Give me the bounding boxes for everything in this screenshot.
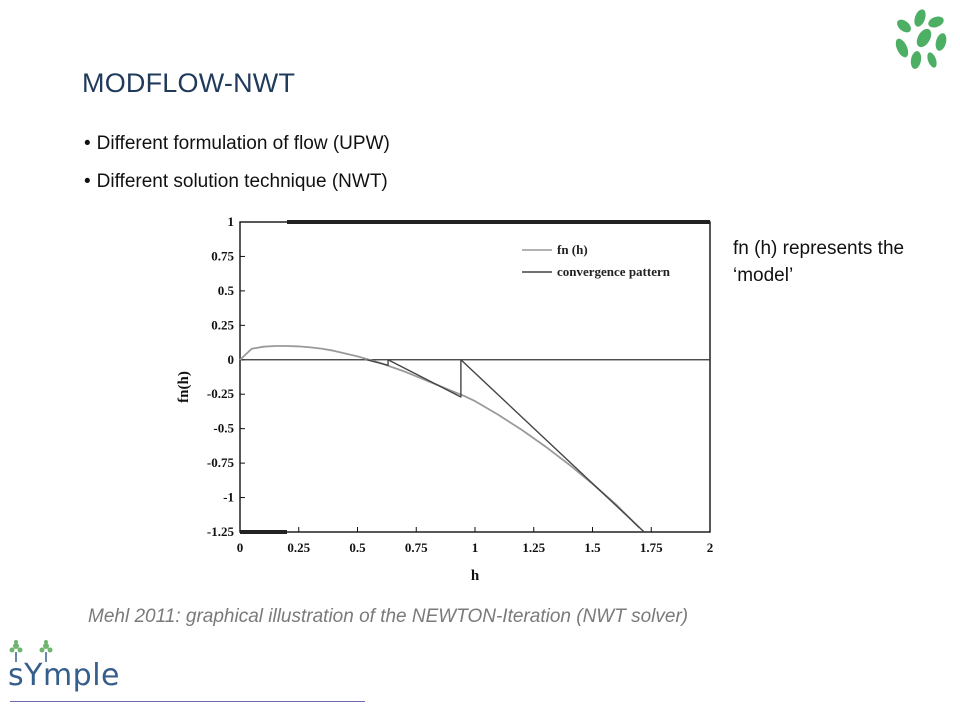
y-tick-label: 0.25 [211,317,234,332]
leaf-logo-icon [895,9,947,69]
bullet-text: Different formulation of flow (UPW) [96,133,390,154]
y-tick-label: 0.75 [211,248,234,263]
y-tick-label: -0.75 [207,455,235,470]
figure-caption: Mehl 2011: graphical illustration of the… [88,606,689,627]
y-tick-label: -1 [223,490,234,505]
legend-label: convergence pattern [557,264,671,279]
side-note: fn (h) represents the ‘model’ [733,238,905,286]
bullet-item: • Different formulation of flow (UPW) [84,128,390,166]
x-tick-label: 1 [472,540,479,555]
x-tick-label: 2 [707,540,714,555]
x-tick-label: 0.75 [405,540,428,555]
symple-logo-text: sYmple [8,658,121,693]
symple-tree-icon [9,640,53,662]
y-tick-label: 0 [228,352,235,367]
chart-legend: fn (h) convergence pattern [522,242,671,279]
convergence-pattern-line [366,359,645,533]
legend-label: fn (h) [557,242,588,257]
logo-underline [10,701,365,702]
x-tick-label: 1.25 [522,540,545,555]
y-tick-label: -1.25 [207,524,235,539]
x-tick-label: 0 [237,540,244,555]
y-tick-label: -0.5 [213,421,234,436]
bullet-list: • Different formulation of flow (UPW) • Di… [84,128,390,204]
bullet-item: • Different solution technique (NWT) [84,166,390,204]
y-tick-label: 0.5 [218,283,235,298]
bullet-dot-icon: • [84,171,91,192]
x-tick-label: 0.5 [349,540,366,555]
x-tick-label: 1.75 [640,540,663,555]
y-tick-label: 1 [228,214,235,229]
x-axis-label: h [471,568,480,584]
bullet-dot-icon: • [84,133,91,154]
newton-iteration-chart: 0 0.25 0.5 0.75 1 1.25 1.5 1.75 2 1 0.75 0.5 0.25 0 -0… [176,214,714,584]
y-axis-label: fn(h) [176,371,192,403]
fn-curve-line [239,345,641,529]
y-tick-label: -0.25 [207,386,235,401]
slide-title: MODFLOW-NWT [82,68,296,98]
x-tick-label: 1.5 [584,540,601,555]
bullet-text: Different solution technique (NWT) [96,171,388,192]
x-tick-label: 0.25 [287,540,310,555]
